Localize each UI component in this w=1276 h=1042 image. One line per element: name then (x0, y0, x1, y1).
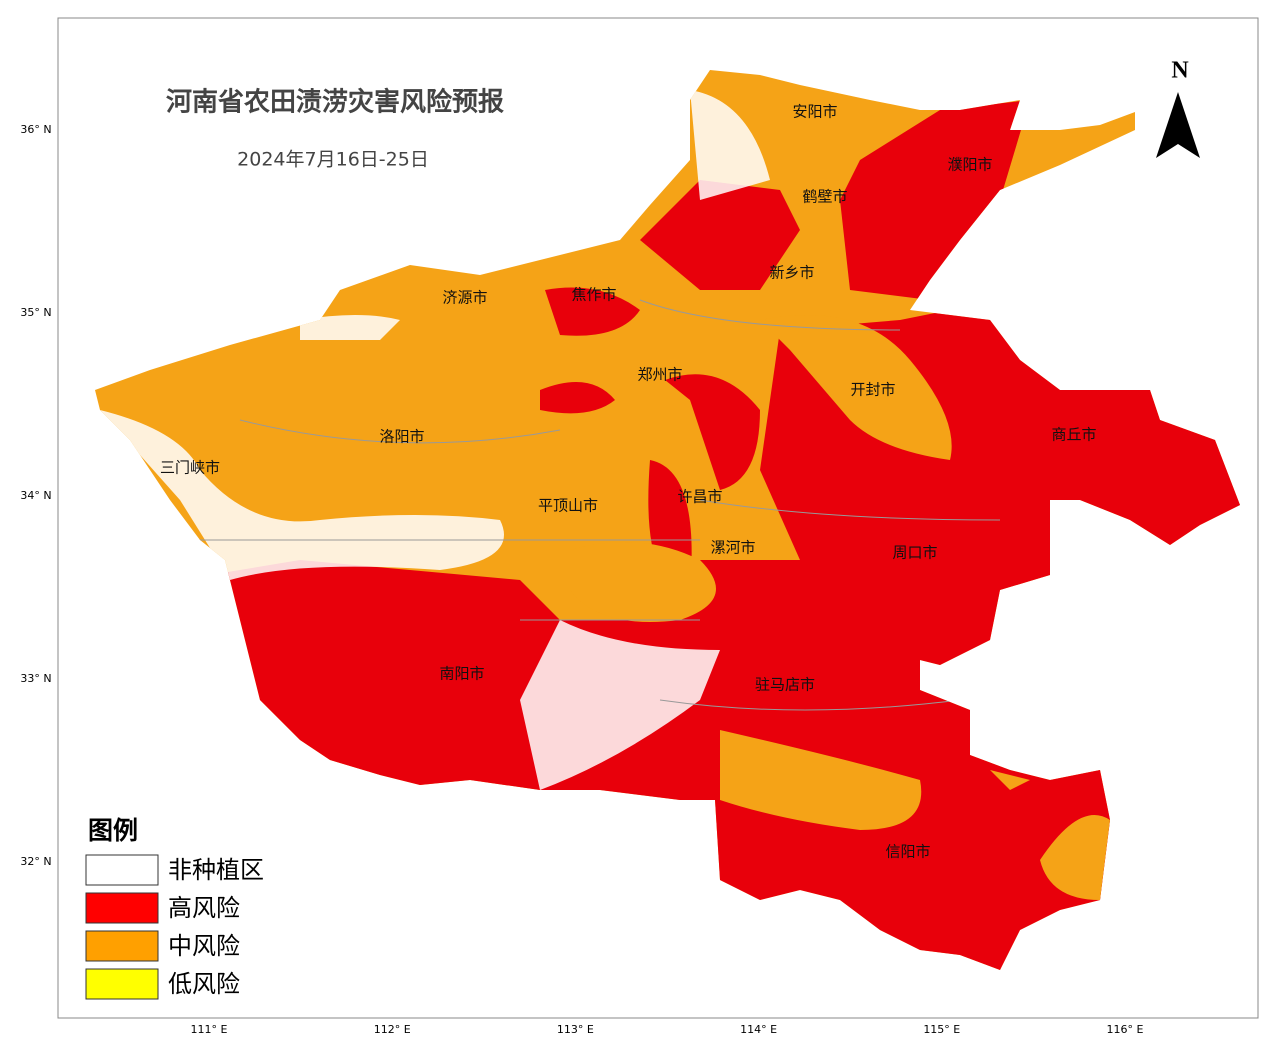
city-label: 郑州市 (637, 366, 682, 384)
legend-swatch (85, 854, 159, 886)
city-label: 三门峡市 (160, 459, 220, 477)
city-label: 鹤壁市 (802, 188, 847, 206)
city-label: 南阳市 (439, 665, 484, 683)
legend-label: 非种植区 (168, 856, 264, 884)
city-label: 周口市 (892, 544, 937, 562)
lon-label: 114° E (740, 1023, 777, 1036)
map-title: 河南省农田渍涝灾害风险预报 (166, 87, 504, 118)
labels: 36° N 35° N 34° N 33° N 32° N 111° E 112° E 113… (20, 103, 1143, 1037)
lat-label: 36° N (20, 123, 51, 136)
legend-title: 图例 (88, 816, 138, 845)
lon-label: 112° E (374, 1023, 411, 1036)
lon-label: 115° E (923, 1023, 960, 1036)
city-label: 洛阳市 (379, 428, 424, 446)
legend-label: 低风险 (168, 970, 240, 998)
lat-label: 35° N (20, 306, 51, 319)
city-label: 安阳市 (792, 103, 837, 121)
lat-label: 33° N (20, 672, 51, 685)
city-label: 焦作市 (571, 286, 616, 304)
city-label: 漯河市 (710, 539, 755, 557)
lat-label: 32° N (20, 855, 51, 868)
city-label: 许昌市 (677, 488, 722, 506)
city-label: 驻马店市 (755, 676, 815, 694)
city-label: 濮阳市 (947, 156, 992, 174)
legend-label: 高风险 (168, 894, 240, 922)
lat-label: 34° N (20, 489, 51, 502)
legend-swatch (85, 930, 159, 962)
city-label: 济源市 (442, 289, 487, 307)
city-label: 新乡市 (769, 264, 814, 282)
legend-swatch (85, 968, 159, 1000)
lon-label: 111° E (191, 1023, 228, 1036)
north-label: N (1171, 58, 1189, 84)
city-label: 开封市 (850, 381, 895, 399)
city-label: 平顶山市 (538, 497, 598, 515)
north-arrow (1156, 92, 1200, 158)
lon-label: 113° E (557, 1023, 594, 1036)
map-subtitle: 2024年7月16日-25日 (237, 149, 429, 171)
city-label: 信阳市 (885, 843, 930, 861)
legend-swatch (85, 892, 159, 924)
lon-label: 116° E (1107, 1023, 1144, 1036)
legend-label: 中风险 (168, 932, 240, 960)
city-label: 商丘市 (1051, 426, 1096, 444)
